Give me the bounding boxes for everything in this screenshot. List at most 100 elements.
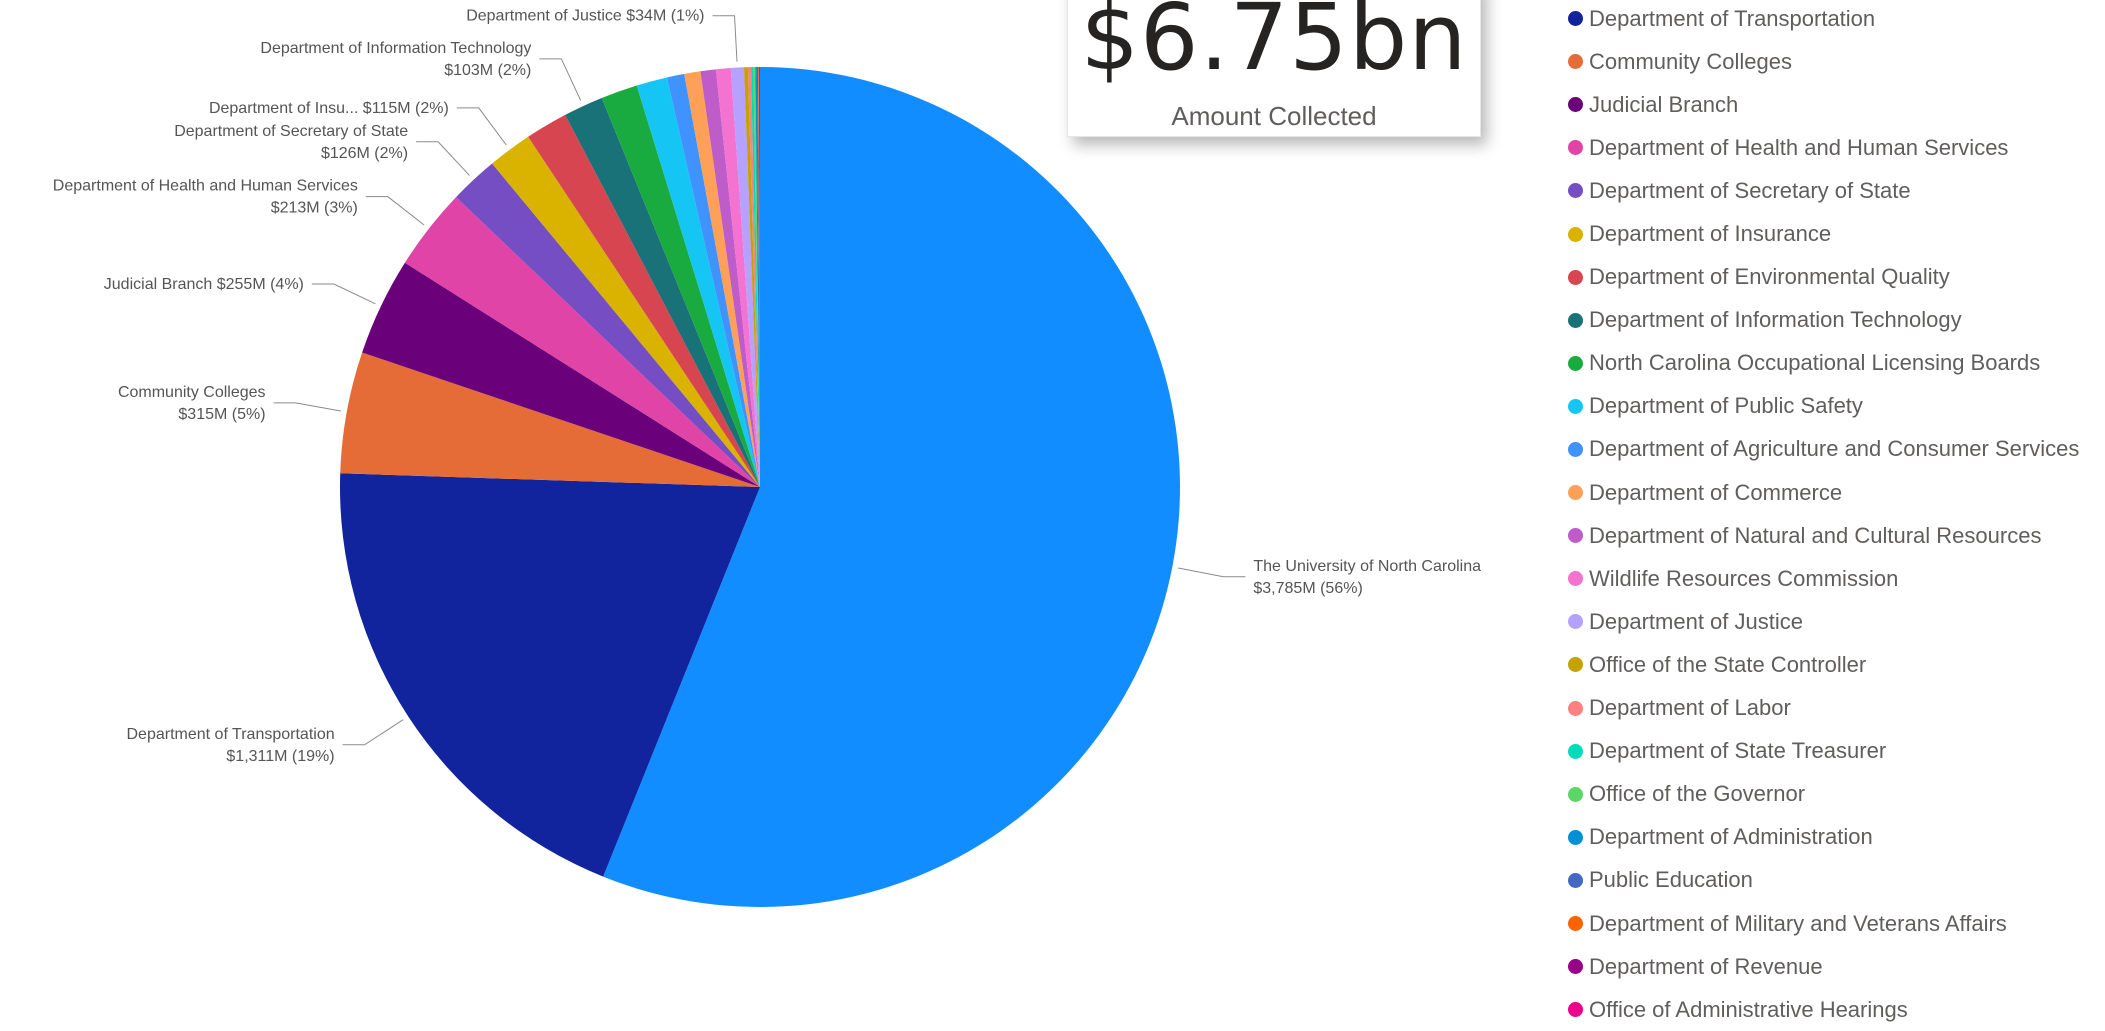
legend-marker-icon <box>1568 959 1583 974</box>
legend-marker-icon <box>1568 399 1583 414</box>
legend-marker-icon <box>1568 528 1583 543</box>
legend-label: Department of Environmental Quality <box>1589 264 1950 290</box>
legend-item[interactable]: Department of Revenue <box>1568 945 2103 988</box>
slice-data-label-line: Department of Insu... $115M (2%) <box>209 100 449 117</box>
legend-item[interactable]: Office of Administrative Hearings <box>1568 988 2103 1031</box>
legend-label: Department of Justice <box>1589 609 1803 635</box>
slice-data-label: Department of Justice $34M (1%) <box>466 8 704 25</box>
legend-label: Department of Military and Veterans Affa… <box>1589 911 2007 937</box>
legend-marker-icon <box>1568 830 1583 845</box>
legend-label: Office of the Governor <box>1589 781 1805 807</box>
legend-item[interactable]: Department of Public Safety <box>1568 385 2103 428</box>
slice-data-label-line: $213M (3%) <box>271 200 358 217</box>
slice-data-label-line: $3,785M (56%) <box>1253 580 1362 597</box>
legend-marker-icon <box>1568 140 1583 155</box>
legend-label: Department of Transportation <box>1589 6 1875 32</box>
legend-label: Department of Health and Human Services <box>1589 135 2008 161</box>
legend-item[interactable]: Office of the Governor <box>1568 773 2103 816</box>
legend-marker-icon <box>1568 1002 1583 1017</box>
legend-label: Department of Information Technology <box>1589 307 1962 333</box>
legend-item[interactable]: Community Colleges <box>1568 40 2103 83</box>
legend-item[interactable]: Department of Environmental Quality <box>1568 256 2103 299</box>
leader-line <box>312 284 376 304</box>
legend-marker-icon <box>1568 356 1583 371</box>
legend-label: Wildlife Resources Commission <box>1589 566 1898 592</box>
leader-line <box>343 720 404 745</box>
slice-data-label-line: Department of Secretary of State <box>174 123 408 140</box>
legend-item[interactable]: Department of Justice <box>1568 600 2103 643</box>
legend-item[interactable]: North Carolina Occupational Licensing Bo… <box>1568 342 2103 385</box>
legend-item[interactable]: Public Education <box>1568 859 2103 902</box>
kpi-label: Amount Collected <box>1068 101 1480 132</box>
leader-line <box>539 59 580 101</box>
legend-marker-icon <box>1568 183 1583 198</box>
legend-marker-icon <box>1568 614 1583 629</box>
legend-item[interactable]: Department of Commerce <box>1568 471 2103 514</box>
legend-label: Department of Secretary of State <box>1589 178 1911 204</box>
legend-item[interactable]: Department of Information Technology <box>1568 299 2103 342</box>
legend-marker-icon <box>1568 701 1583 716</box>
slice-data-label-line: Judicial Branch $255M (4%) <box>104 276 304 293</box>
legend-marker-icon <box>1568 442 1583 457</box>
legend-label: Department of Agriculture and Consumer S… <box>1589 436 2079 462</box>
legend-label: Office of Administrative Hearings <box>1589 997 1908 1023</box>
slice-data-label: Department of Health and Human Services $… <box>53 178 358 217</box>
legend-label: Department of Natural and Cultural Resou… <box>1589 523 2041 549</box>
slice-data-label-line: $126M (2%) <box>321 145 408 162</box>
legend-label: Judicial Branch <box>1589 92 1738 118</box>
legend-label: Public Education <box>1589 867 1753 893</box>
legend-label: North Carolina Occupational Licensing Bo… <box>1589 350 2040 376</box>
slice-data-label-line: Department of Health and Human Services <box>53 178 358 195</box>
kpi-value: $6.75bn <box>1068 0 1480 91</box>
leader-line <box>457 108 506 145</box>
leader-line <box>274 403 341 411</box>
legend-item[interactable]: Wildlife Resources Commission <box>1568 557 2103 600</box>
legend-item[interactable]: Department of Transportation <box>1568 0 2103 40</box>
legend-item[interactable]: Department of Military and Veterans Affa… <box>1568 902 2103 945</box>
legend-marker-icon <box>1568 97 1583 112</box>
leader-line <box>416 142 469 176</box>
legend-item[interactable]: Department of Labor <box>1568 687 2103 730</box>
legend-label: Department of Commerce <box>1589 480 1842 506</box>
legend-label: Community Colleges <box>1589 49 1792 75</box>
legend-label: Department of State Treasurer <box>1589 738 1886 764</box>
leader-line <box>366 197 424 225</box>
legend-label: Department of Public Safety <box>1589 393 1863 419</box>
legend-marker-icon <box>1568 916 1583 931</box>
legend-marker-icon <box>1568 313 1583 328</box>
slice-data-label-line: Department of Information Technology <box>260 40 531 57</box>
legend-item[interactable]: Department of Insurance <box>1568 212 2103 255</box>
legend-marker-icon <box>1568 270 1583 285</box>
legend-marker-icon <box>1568 571 1583 586</box>
slice-data-label-line: Community Colleges <box>118 384 266 401</box>
legend-label: Department of Administration <box>1589 824 1873 850</box>
legend-item[interactable]: Department of State Treasurer <box>1568 730 2103 773</box>
leader-line <box>713 16 737 62</box>
kpi-card: $6.75bn Amount Collected <box>1067 0 1481 137</box>
legend-marker-icon <box>1568 787 1583 802</box>
slice-data-label: Department of Secretary of State $126M (2… <box>174 123 408 162</box>
legend-item[interactable]: Department of Secretary of State <box>1568 169 2103 212</box>
legend-item[interactable]: Judicial Branch <box>1568 83 2103 126</box>
legend-marker-icon <box>1568 227 1583 242</box>
legend-item[interactable]: Department of Natural and Cultural Resou… <box>1568 514 2103 557</box>
legend-item[interactable]: Department of Health and Human Services <box>1568 126 2103 169</box>
slice-data-label: Department of Information Technology $103… <box>260 40 531 79</box>
leader-line <box>1178 568 1245 577</box>
legend-item[interactable]: Department of Administration <box>1568 816 2103 859</box>
legend-item[interactable]: Department of Agriculture and Consumer S… <box>1568 428 2103 471</box>
legend-marker-icon <box>1568 54 1583 69</box>
slice-data-label: Department of Insu... $115M (2%) <box>209 100 449 117</box>
legend-marker-icon <box>1568 657 1583 672</box>
legend-label: Department of Labor <box>1589 695 1791 721</box>
slice-data-label: Community Colleges $315M (5%) <box>118 384 266 423</box>
slice-data-label-line: Department of Transportation <box>127 726 335 743</box>
legend-label: Department of Revenue <box>1589 954 1823 980</box>
legend-marker-icon <box>1568 11 1583 26</box>
legend-marker-icon <box>1568 873 1583 888</box>
legend-item[interactable]: Office of the State Controller <box>1568 643 2103 686</box>
slice-data-label-line: $315M (5%) <box>178 406 265 423</box>
legend-marker-icon <box>1568 744 1583 759</box>
slice-data-label-line: $103M (2%) <box>444 62 531 79</box>
slice-data-label: The University of North Carolina$3,785M … <box>1253 558 1481 597</box>
